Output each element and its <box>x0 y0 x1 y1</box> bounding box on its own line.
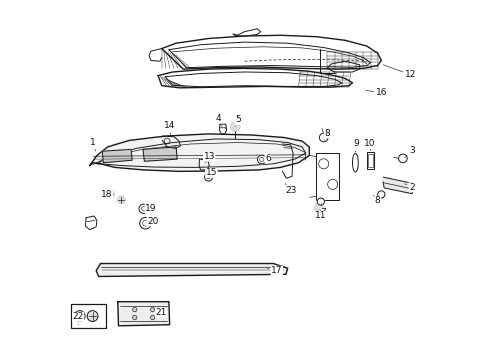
Polygon shape <box>118 302 169 326</box>
Circle shape <box>74 311 85 321</box>
Text: 6: 6 <box>262 154 270 163</box>
FancyBboxPatch shape <box>366 152 373 169</box>
Polygon shape <box>382 177 413 194</box>
Circle shape <box>318 159 328 169</box>
Circle shape <box>204 173 212 181</box>
Ellipse shape <box>352 153 358 172</box>
Text: 20: 20 <box>147 217 158 226</box>
Text: 11: 11 <box>314 210 326 220</box>
Text: 10: 10 <box>363 139 375 150</box>
Polygon shape <box>230 123 239 131</box>
Text: 17: 17 <box>267 266 282 275</box>
FancyBboxPatch shape <box>71 304 106 328</box>
Text: 22: 22 <box>72 312 83 324</box>
Circle shape <box>327 179 337 189</box>
Polygon shape <box>102 149 132 163</box>
Circle shape <box>257 155 265 164</box>
Text: 16: 16 <box>366 88 387 97</box>
Polygon shape <box>117 196 125 203</box>
Text: 8: 8 <box>324 129 329 140</box>
Text: 14: 14 <box>163 122 175 135</box>
Text: 18: 18 <box>101 190 113 199</box>
Polygon shape <box>89 134 309 171</box>
Polygon shape <box>314 204 322 212</box>
Text: 5: 5 <box>235 115 241 127</box>
Text: 19: 19 <box>145 204 156 213</box>
FancyBboxPatch shape <box>367 154 372 167</box>
Text: 4: 4 <box>215 114 222 127</box>
Text: 9: 9 <box>352 139 358 152</box>
Circle shape <box>317 198 324 205</box>
Circle shape <box>87 311 98 321</box>
Text: 23: 23 <box>285 184 296 194</box>
Text: 1: 1 <box>89 138 95 151</box>
Circle shape <box>140 217 151 229</box>
Text: 15: 15 <box>205 168 217 177</box>
Polygon shape <box>142 147 177 161</box>
Circle shape <box>377 191 384 198</box>
Text: 7: 7 <box>320 203 325 217</box>
Text: 12: 12 <box>383 65 416 79</box>
Text: 13: 13 <box>203 152 215 163</box>
Text: 8: 8 <box>373 195 380 205</box>
Circle shape <box>150 315 155 320</box>
Polygon shape <box>96 264 287 276</box>
Text: 21: 21 <box>153 308 166 317</box>
Circle shape <box>398 154 407 163</box>
Text: 3: 3 <box>404 146 414 158</box>
Circle shape <box>150 307 155 312</box>
Circle shape <box>319 133 327 142</box>
Polygon shape <box>106 191 114 198</box>
Circle shape <box>132 315 137 320</box>
Text: 2: 2 <box>404 183 414 192</box>
Circle shape <box>139 204 148 213</box>
Circle shape <box>132 307 137 312</box>
